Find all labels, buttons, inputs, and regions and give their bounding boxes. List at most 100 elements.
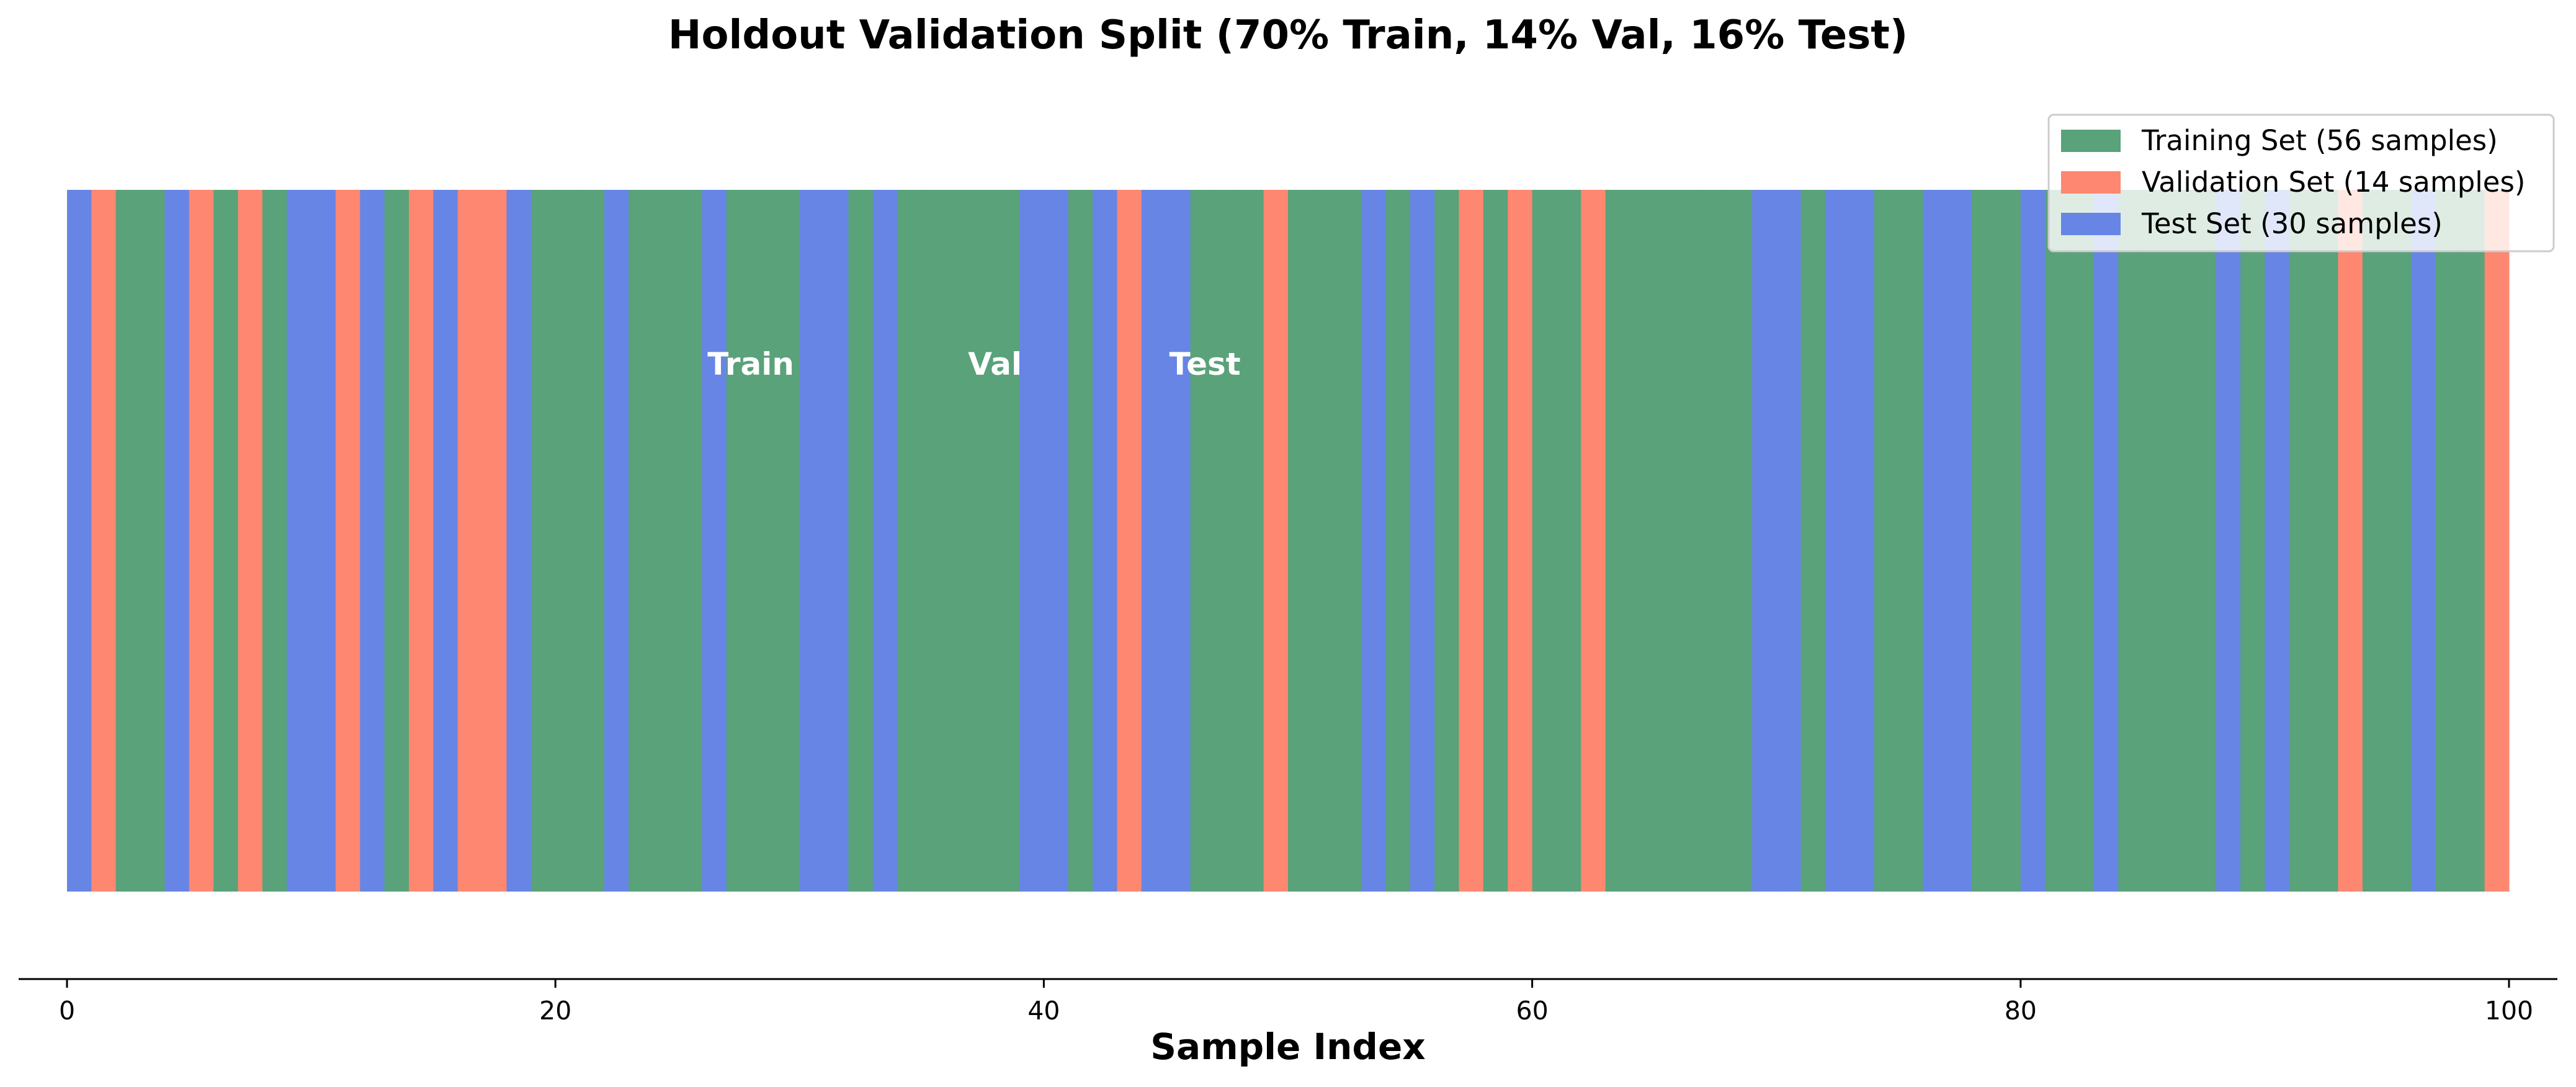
sample-bar-test: [1849, 190, 1875, 892]
sample-bar-test: [311, 190, 336, 892]
legend-swatch-val: [2061, 171, 2121, 194]
sample-bar-train: [530, 190, 556, 892]
sample-bar-val: [1263, 190, 1289, 892]
sample-bar-train: [1532, 190, 1557, 892]
sample-bar-train: [1874, 190, 1899, 892]
sample-bar-train: [2167, 190, 2192, 892]
sample-bar-train: [1385, 190, 1411, 892]
sample-bar-test: [1776, 190, 1802, 892]
sample-bar-train: [2314, 190, 2339, 892]
x-tick-label: 0: [59, 996, 75, 1026]
sample-bar-test: [1019, 190, 1044, 892]
sample-bar-train: [726, 190, 751, 892]
sample-bar-test: [2020, 190, 2046, 892]
sample-bar-test: [1361, 190, 1387, 892]
region-label: Train: [707, 346, 794, 382]
sample-bar-train: [1336, 190, 1362, 892]
sample-bar-train: [1678, 190, 1704, 892]
sample-bar-train: [1996, 190, 2021, 892]
sample-bar-train: [1703, 190, 1729, 892]
x-tick-label: 40: [1027, 996, 1060, 1026]
sample-bar-test: [2093, 190, 2119, 892]
sample-bar-test: [1410, 190, 1435, 892]
sample-bar-val: [2484, 190, 2510, 892]
legend: Training Set (56 samples) Validation Set …: [2047, 114, 2555, 253]
sample-bar-train: [262, 190, 287, 892]
sample-bar-test: [2411, 190, 2436, 892]
x-tick-label: 80: [2005, 996, 2037, 1026]
sample-bar-test: [433, 190, 458, 892]
sample-bar-train: [1239, 190, 1264, 892]
sample-bar-test: [360, 190, 385, 892]
legend-swatch-train: [2061, 130, 2121, 152]
sample-bar-test: [824, 190, 849, 892]
sample-bar-test: [2265, 190, 2290, 892]
sample-bar-val: [335, 190, 360, 892]
sample-bar-test: [164, 190, 190, 892]
region-label: Val: [968, 346, 1022, 382]
sample-bar-train: [2240, 190, 2265, 892]
sample-bar-val: [238, 190, 263, 892]
chart-title: Holdout Validation Split (70% Train, 14%…: [668, 12, 1908, 58]
sample-bar-train: [2069, 190, 2095, 892]
sample-bar-val: [457, 190, 483, 892]
sample-bar-train: [2289, 190, 2314, 892]
x-axis-label: Sample Index: [1150, 1026, 1425, 1068]
legend-label-test: Test Set (30 samples): [2141, 207, 2443, 240]
sample-bar-train: [2387, 190, 2412, 892]
sample-bar-test: [67, 190, 92, 892]
region-annotations: Train Val Test: [707, 346, 1240, 382]
sample-bar-train: [1630, 190, 1655, 892]
sample-bar-test: [2216, 190, 2241, 892]
sample-bar-test: [1923, 190, 1948, 892]
sample-bar-train: [2142, 190, 2168, 892]
sample-bar-train: [213, 190, 239, 892]
sample-bar-test: [799, 190, 825, 892]
sample-bar-train: [946, 190, 971, 892]
sample-bar-train: [1483, 190, 1508, 892]
sample-bar-val: [2338, 190, 2363, 892]
sample-bar-test: [1825, 190, 1850, 892]
x-tick-label: 20: [539, 996, 571, 1026]
sample-bar-train: [2362, 190, 2387, 892]
sample-bar-test: [1093, 190, 1118, 892]
sample-bar-test: [702, 190, 727, 892]
sample-bar-train: [384, 190, 409, 892]
sample-bar-test: [1947, 190, 1972, 892]
sample-bar-train: [2191, 190, 2217, 892]
sample-bar-test: [506, 190, 532, 892]
x-tick-label: 60: [1516, 996, 1549, 1026]
legend-label-val: Validation Set (14 samples): [2142, 166, 2525, 199]
sample-bar-test: [1044, 190, 1069, 892]
sample-bar-train: [579, 190, 605, 892]
sample-bar-train: [1800, 190, 1826, 892]
legend-label-train: Training Set (56 samples): [2141, 124, 2498, 157]
sample-bar-train: [140, 190, 166, 892]
sample-bar-val: [1117, 190, 1142, 892]
sample-bar-train: [848, 190, 874, 892]
sample-bar-train: [970, 190, 996, 892]
sample-bar-test: [287, 190, 312, 892]
sample-bar-test: [604, 190, 629, 892]
sample-bars: [67, 190, 2510, 892]
sample-bar-train: [2435, 190, 2461, 892]
sample-bar-train: [1898, 190, 1923, 892]
sample-bar-train: [1972, 190, 1997, 892]
legend-frame: [2047, 114, 2555, 253]
sample-bar-val: [189, 190, 214, 892]
x-axis-ticks: 0 20 40 60 80 100: [59, 979, 2533, 1026]
sample-bar-train: [555, 190, 581, 892]
sample-bar-train: [751, 190, 776, 892]
sample-bar-train: [1214, 190, 1240, 892]
sample-bar-train: [1312, 190, 1338, 892]
sample-bar-train: [1654, 190, 1679, 892]
sample-bar-train: [921, 190, 947, 892]
sample-bar-train: [1068, 190, 1093, 892]
sample-bar-val: [91, 190, 117, 892]
sample-bar-train: [1727, 190, 1753, 892]
x-tick-label: 100: [2485, 996, 2533, 1026]
region-label: Test: [1169, 346, 1241, 382]
sample-bar-train: [1605, 190, 1630, 892]
legend-swatch-test: [2061, 213, 2121, 235]
